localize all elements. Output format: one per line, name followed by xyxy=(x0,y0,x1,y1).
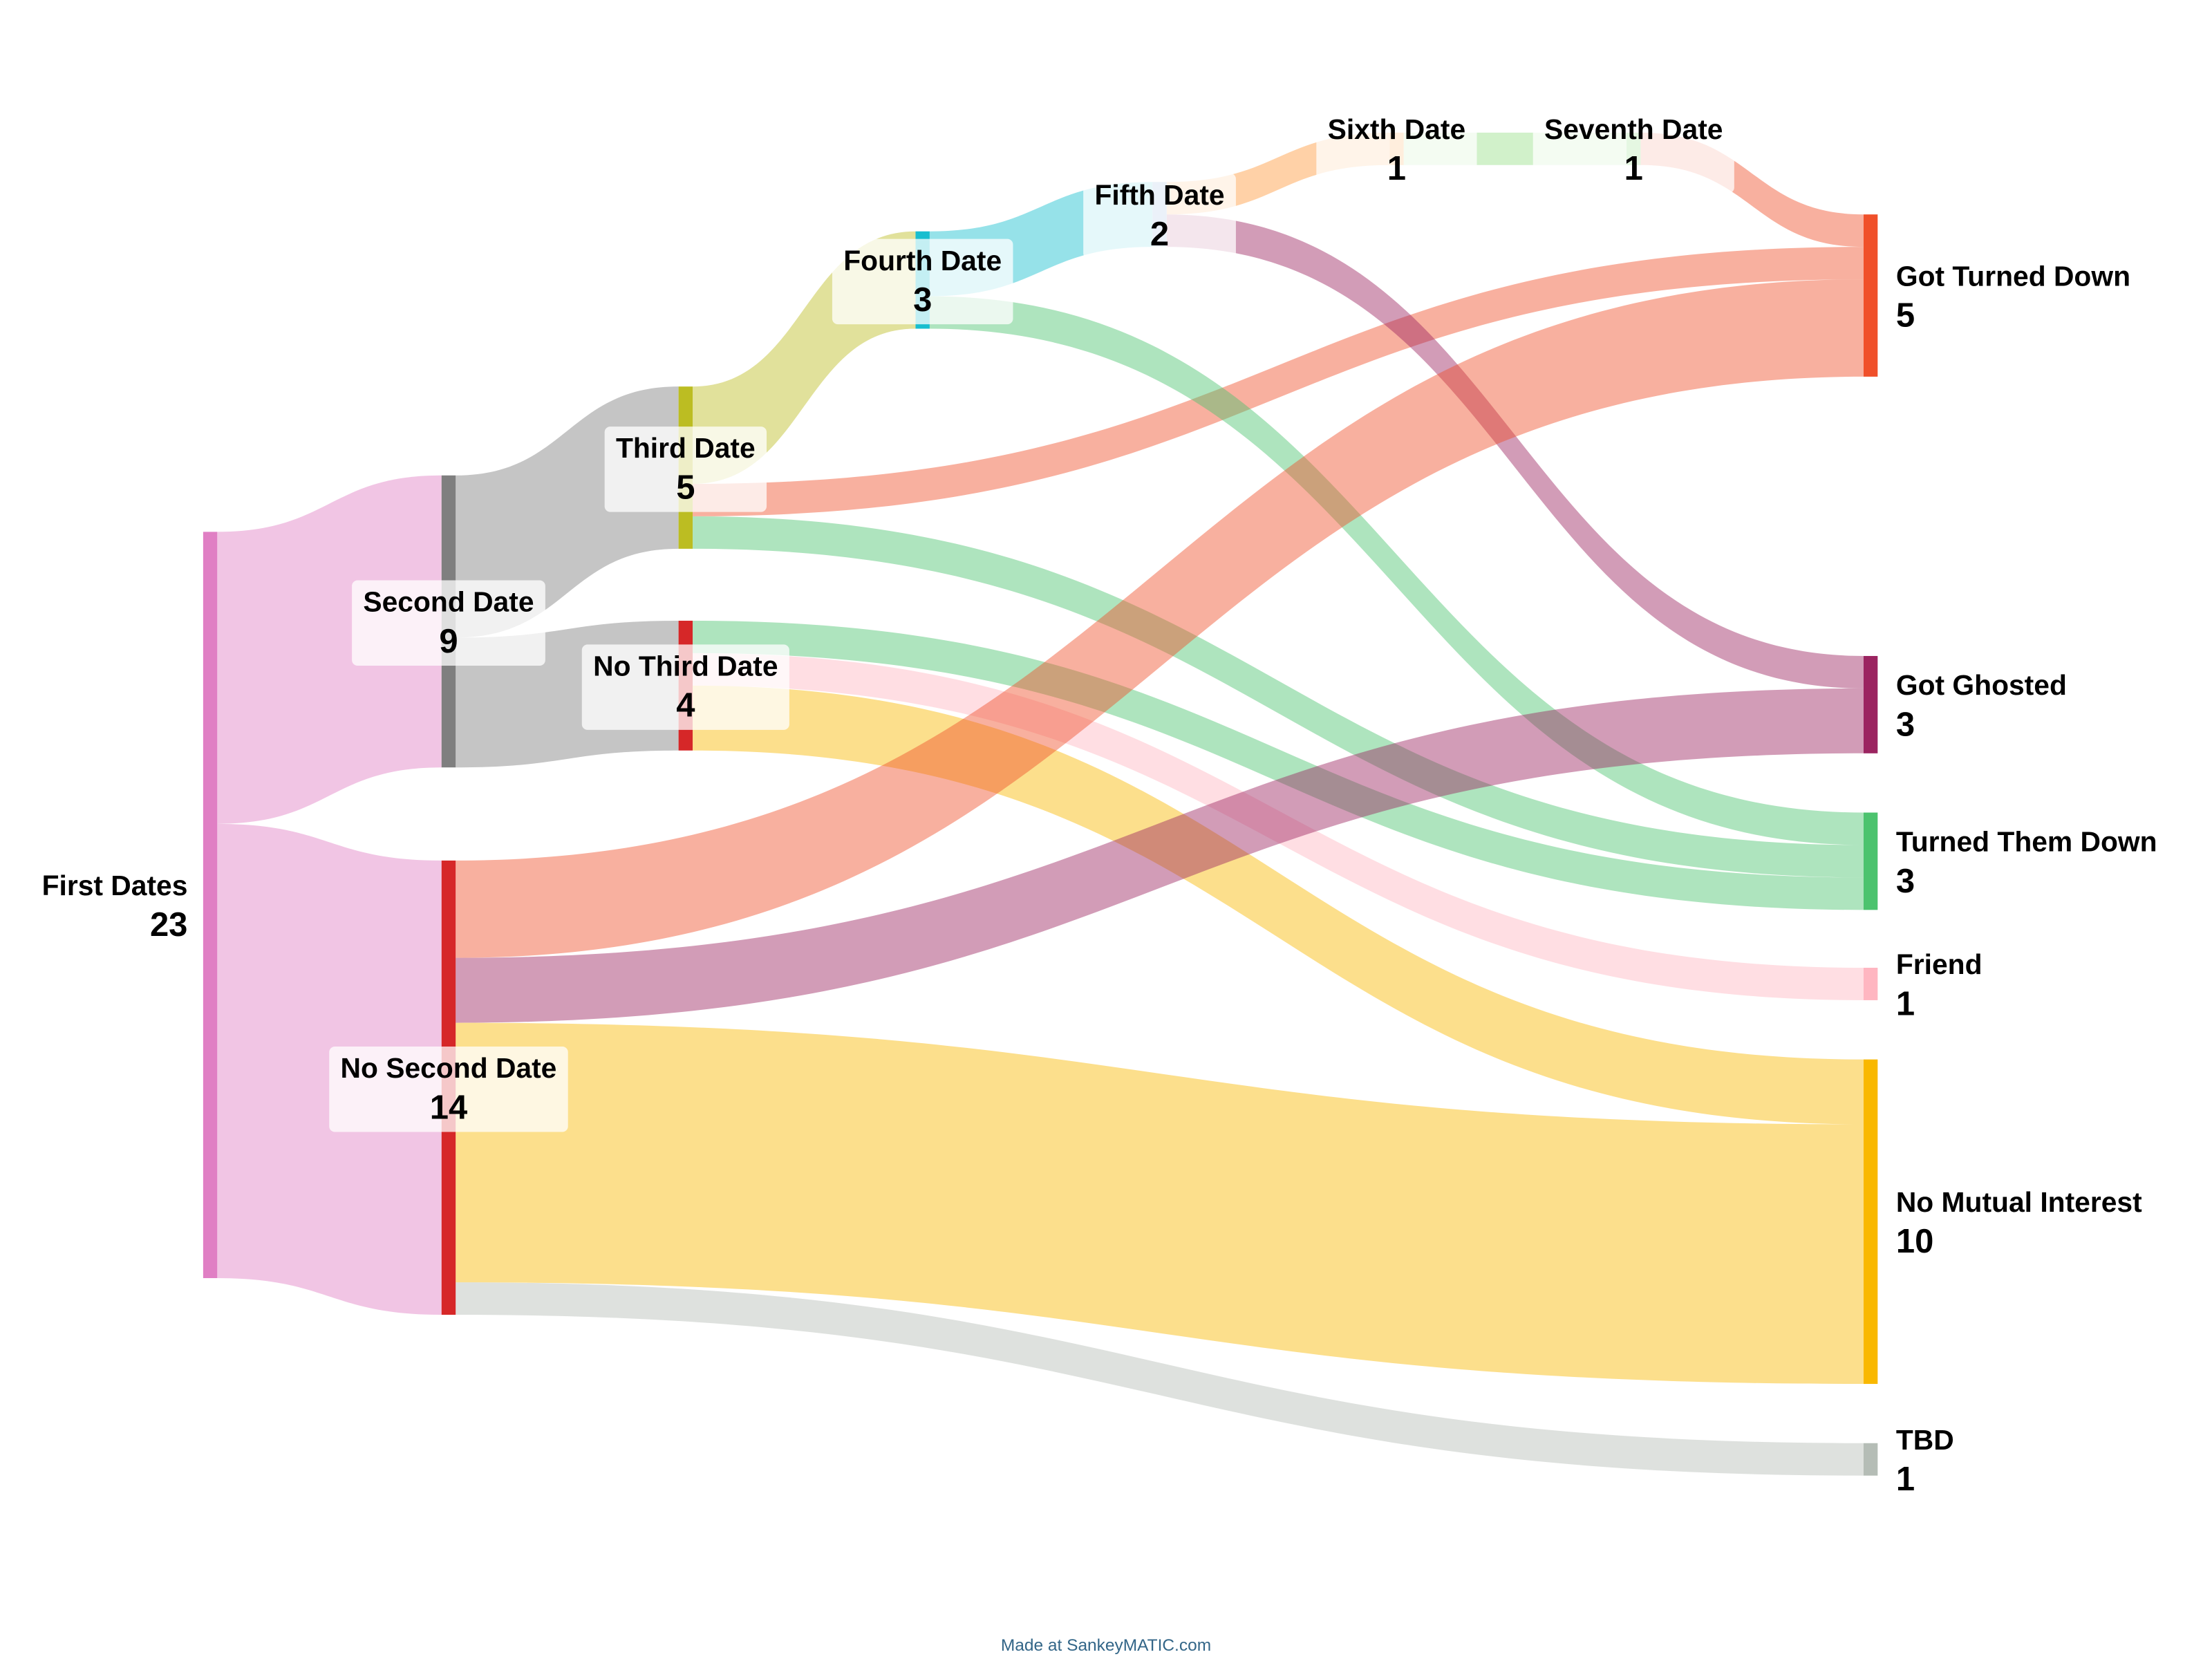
node-name: Seventh Date xyxy=(1544,113,1723,145)
node-name: Third Date xyxy=(616,432,756,464)
node xyxy=(1863,214,1878,377)
node-value: 23 xyxy=(150,906,187,944)
node-label: Sixth Date 1 xyxy=(1316,107,1477,194)
node xyxy=(1863,1443,1878,1476)
node-label: Got Turned Down 5 xyxy=(1896,260,2130,334)
node-label: Got Ghosted 3 xyxy=(1896,669,2067,743)
link xyxy=(693,516,1864,878)
node-name: Got Turned Down xyxy=(1896,260,2130,292)
node-name: No Mutual Interest xyxy=(1896,1186,2142,1218)
link xyxy=(456,1022,1864,1385)
node-label: Fourth Date 3 xyxy=(832,238,1013,325)
node xyxy=(1863,812,1878,910)
label-background xyxy=(1533,107,1734,194)
link xyxy=(217,475,442,824)
link xyxy=(929,296,1864,845)
node-name: Got Ghosted xyxy=(1896,669,2067,701)
node-value: 1 xyxy=(1387,150,1406,187)
link xyxy=(1166,214,1864,688)
node-value: 1 xyxy=(1624,150,1643,187)
node-value: 5 xyxy=(676,469,695,506)
node-value: 10 xyxy=(1896,1223,1933,1260)
link xyxy=(456,279,1864,958)
link xyxy=(456,688,1864,1023)
node-name: Sixth Date xyxy=(1328,113,1466,145)
node-label: TBD 1 xyxy=(1896,1424,1954,1498)
node-label: First Dates 23 xyxy=(42,870,188,944)
node-name: Friend xyxy=(1896,948,1983,980)
label-background xyxy=(1083,173,1236,259)
label-background xyxy=(329,1047,568,1132)
node-label: Fifth Date 2 xyxy=(1083,173,1236,259)
node-label: Seventh Date 1 xyxy=(1533,107,1734,194)
label-background xyxy=(352,580,545,666)
label-background xyxy=(1316,107,1477,194)
node-value: 2 xyxy=(1150,216,1169,253)
node-label: Friend 1 xyxy=(1896,948,1983,1022)
node-value: 9 xyxy=(439,623,458,660)
node-value: 1 xyxy=(1896,1461,1915,1498)
node-label: Second Date 9 xyxy=(352,580,545,666)
node-label: Third Date 5 xyxy=(604,427,767,512)
node xyxy=(203,532,218,1278)
link xyxy=(693,653,1864,1000)
node xyxy=(1863,655,1878,753)
label-background xyxy=(581,644,789,730)
links xyxy=(217,132,1864,1476)
node-value: 4 xyxy=(676,687,695,724)
node-name: No Second Date xyxy=(341,1052,557,1084)
node-name: First Dates xyxy=(42,870,188,901)
node-name: Fourth Date xyxy=(843,245,1002,276)
node-value: 5 xyxy=(1896,297,1915,334)
node-label: Turned Them Down 3 xyxy=(1896,826,2157,900)
link xyxy=(693,620,1864,910)
link xyxy=(693,685,1864,1125)
link xyxy=(693,247,1864,516)
node-name: No Third Date xyxy=(593,650,778,682)
node-label: No Second Date 14 xyxy=(329,1047,568,1132)
node-value: 14 xyxy=(430,1089,467,1126)
node xyxy=(1863,968,1878,1000)
node-name: Fifth Date xyxy=(1094,179,1224,211)
node-value: 1 xyxy=(1896,985,1915,1022)
node xyxy=(1863,1059,1878,1385)
label-background xyxy=(604,427,767,512)
link xyxy=(456,1282,1864,1476)
node-value: 3 xyxy=(1896,706,1915,743)
node-value: 3 xyxy=(1896,863,1915,900)
footer: Made at SankeyMATIC.com xyxy=(1001,1636,1211,1655)
node-label: No Third Date 4 xyxy=(581,644,789,730)
node-name: Second Date xyxy=(363,586,534,618)
node-value: 3 xyxy=(913,281,932,319)
node-label: No Mutual Interest 10 xyxy=(1896,1186,2142,1260)
label-background xyxy=(832,238,1013,325)
node-name: TBD xyxy=(1896,1424,1954,1456)
node-name: Turned Them Down xyxy=(1896,826,2157,858)
